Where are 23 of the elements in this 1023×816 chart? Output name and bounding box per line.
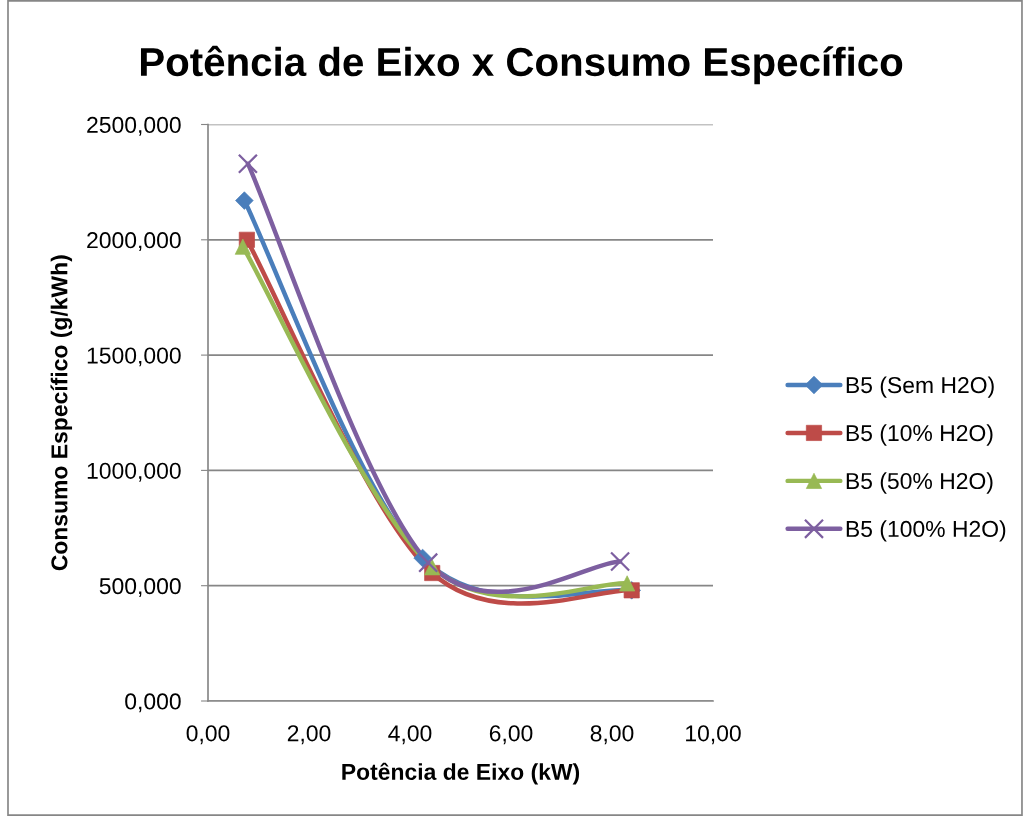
y-tick-label: 2000,000 [87,232,181,252]
x-tick-label: 8,00 [590,725,634,745]
y-tick-label: 1000,000 [87,462,181,482]
x-tick-label: 2,00 [287,725,331,745]
x-tick-label: 4,00 [388,725,432,745]
x-tick-label: 0,00 [186,725,230,745]
legend-label: B5 (100% H2O) [846,520,1006,542]
point [237,153,259,174]
y-tick-label: 500,000 [99,578,181,597]
y-tick-label: 2500,000 [87,116,181,136]
point [619,575,636,592]
point [609,551,631,572]
x-axis-title: Potência de Eixo (kW) [342,762,580,785]
x-tick-label: 10,00 [686,725,741,745]
legend-label: B5 (10% H2O) [846,424,993,446]
y-tick-label: 1500,000 [87,347,181,367]
chart-title: Potência de Eixo x Consumo Específico [140,45,903,85]
point [418,552,439,573]
legend-label: B5 (Sem H2O) [846,376,994,398]
y-tick-label: 0,000 [125,693,181,713]
legend-label: B5 (50% H2O) [846,472,993,494]
x-tick-label: 6,00 [489,725,533,745]
y-axis-title: Consumo Específico (g/kWh) [50,255,73,571]
